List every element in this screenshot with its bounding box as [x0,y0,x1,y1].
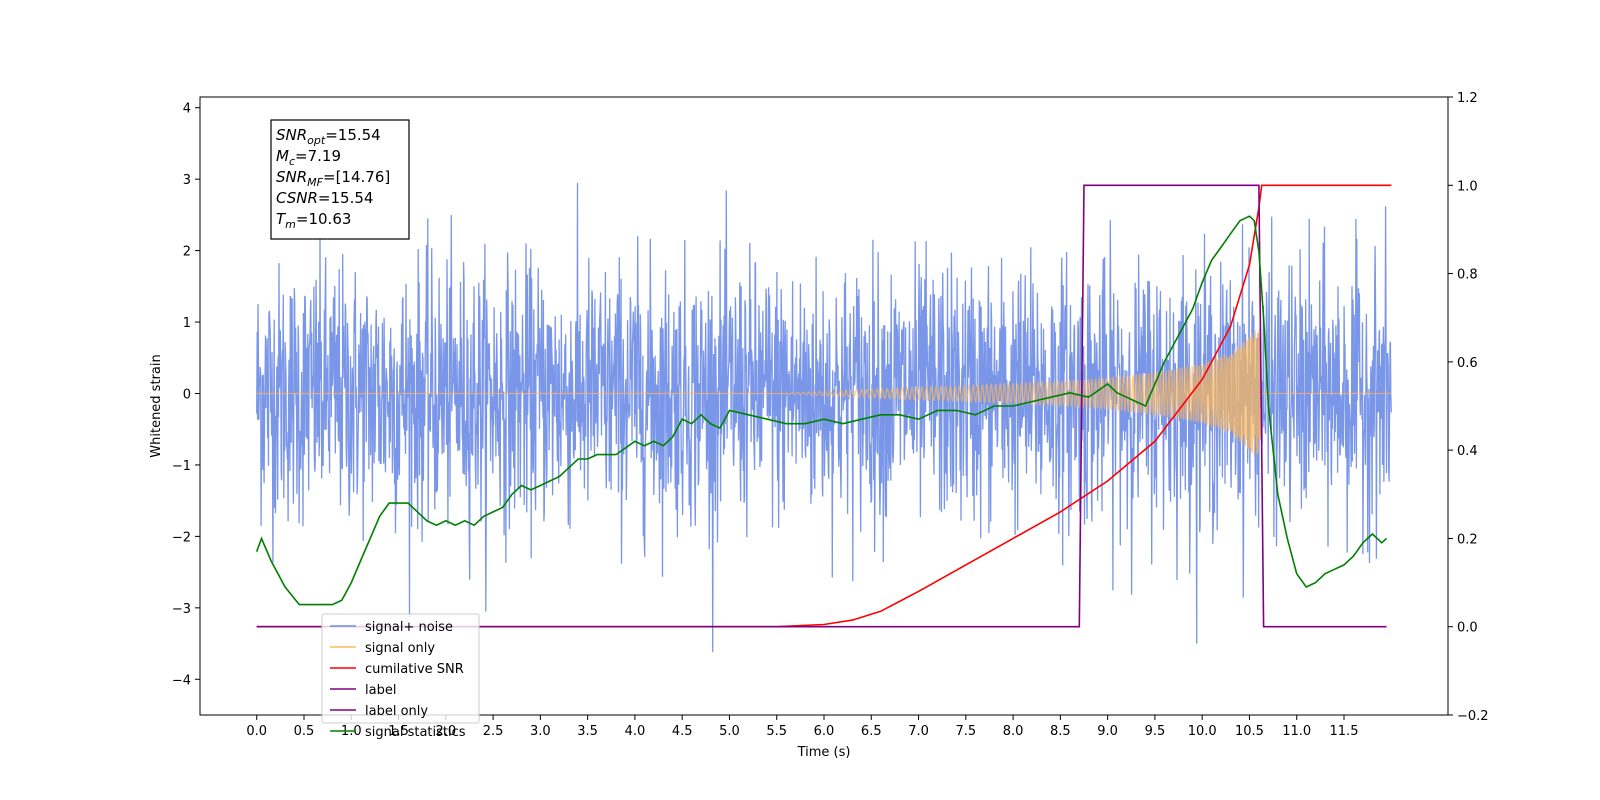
annotation-subscript: MF [307,176,323,189]
y-left-tick-label: 0 [183,387,191,402]
y-axis-label-left: Whitened strain [149,354,164,457]
x-tick-label: 4.5 [672,724,693,739]
y-left-tick-label: 1 [183,316,191,331]
x-tick-label: 0.5 [294,724,315,739]
x-axis: 0.0 0.5 1.0 1.5 2.0 2.5 3.0 3.5 4.0 4.5 5.0 5.5 6.0 6… [246,715,1358,739]
legend-label: label [365,683,396,698]
legend-label: cumilative SNR [365,662,464,677]
x-tick-label: 6.0 [814,724,835,739]
y-left-tick-label: −3 [172,602,191,617]
x-tick-label: 2.0 [435,724,456,739]
x-tick-label: 9.5 [1145,724,1166,739]
legend-label: signal+ noise [365,620,453,635]
annotation-subscript: m [285,218,296,231]
x-tick-label: 6.5 [861,724,882,739]
series-signal-statistics-line [255,215,1388,606]
x-tick-label: 5.5 [766,724,787,739]
x-tick-label: 8.5 [1050,724,1071,739]
y-right-tick-label: 1.0 [1457,179,1478,194]
annotation-value: =15.54 [318,189,374,207]
annotation-symbol: SNR [276,126,307,144]
annotation-value: =10.63 [296,210,352,228]
x-tick-label: 11.5 [1330,724,1359,739]
x-tick-label: 5.0 [719,724,740,739]
annotation-value: =7.19 [295,147,341,165]
annotation-line: Mc=7.19 [276,147,341,168]
y-right-tick-label: 1.2 [1457,91,1478,106]
y-right-tick-label: 0.0 [1457,621,1478,636]
legend-frame [321,613,480,724]
annotation-symbol: T [276,210,287,228]
y-axis-left: −4 −3 −2 −1 0 1 2 3 4 [172,102,200,688]
x-tick-label: 7.5 [955,724,976,739]
x-tick-label: 10.0 [1188,724,1217,739]
y-left-tick-label: 4 [183,102,191,117]
annotation-box: SNRopt=15.54Mc=7.19SNRMF=[14.76]CSNR=15.… [270,119,410,240]
x-tick-label: 0.0 [246,724,267,739]
y-right-tick-label: 0.8 [1457,268,1478,283]
y-right-tick-label: 0.4 [1457,444,1478,459]
x-tick-label: 11.0 [1282,724,1311,739]
annotation-line: Tm=10.63 [276,210,351,231]
annotation-symbol: SNR [276,168,307,186]
y-right-tick-label: −0.2 [1457,709,1489,724]
x-tick-label: 4.0 [625,724,646,739]
x-axis-label: Time (s) [797,745,851,760]
series-signal-only-line [256,328,1392,456]
annotation-symbol: M [276,147,289,165]
annotation-subscript: c [289,155,295,168]
y-right-tick-label: 0.2 [1457,532,1478,547]
y-left-tick-label: −4 [172,673,191,688]
x-tick-label: 8.0 [1003,724,1024,739]
x-tick-label: 2.5 [483,724,504,739]
series-cumulative-snr-line [256,184,1392,628]
x-tick-label: 9.0 [1097,724,1118,739]
y-right-tick-label: 0.6 [1457,356,1478,371]
x-tick-label: 3.0 [530,724,551,739]
y-left-tick-label: −1 [172,459,191,474]
annotation-line: CSNR=15.54 [276,189,373,207]
y-left-tick-label: −2 [172,530,191,545]
annotation-value: =[14.76] [323,168,390,186]
plot-area [255,182,1392,653]
annotation-subscript: opt [307,134,326,147]
series-label-line [256,184,1387,628]
legend-label: signal statistics [365,725,466,740]
y-left-tick-label: 3 [183,173,191,188]
legend-label: signal only [365,641,435,656]
annotation-symbol: CSNR [276,189,318,207]
legend-label: label only [365,704,428,719]
legend: signal+ noise signal only cumilative SNR la… [321,613,480,740]
y-left-tick-label: 2 [183,245,191,260]
x-tick-label: 1.5 [388,724,409,739]
x-tick-label: 3.5 [577,724,598,739]
y-axis-right: −0.2 0.0 0.2 0.4 0.6 0.8 1.0 1.2 [1448,91,1489,724]
x-tick-label: 10.5 [1235,724,1264,739]
annotation-value: =15.54 [325,126,381,144]
annotation-line: SNRMF=[14.76] [276,168,390,189]
annotation-frame [270,119,410,240]
annotation-line: SNRopt=15.54 [276,126,381,147]
x-tick-label: 7.0 [908,724,929,739]
